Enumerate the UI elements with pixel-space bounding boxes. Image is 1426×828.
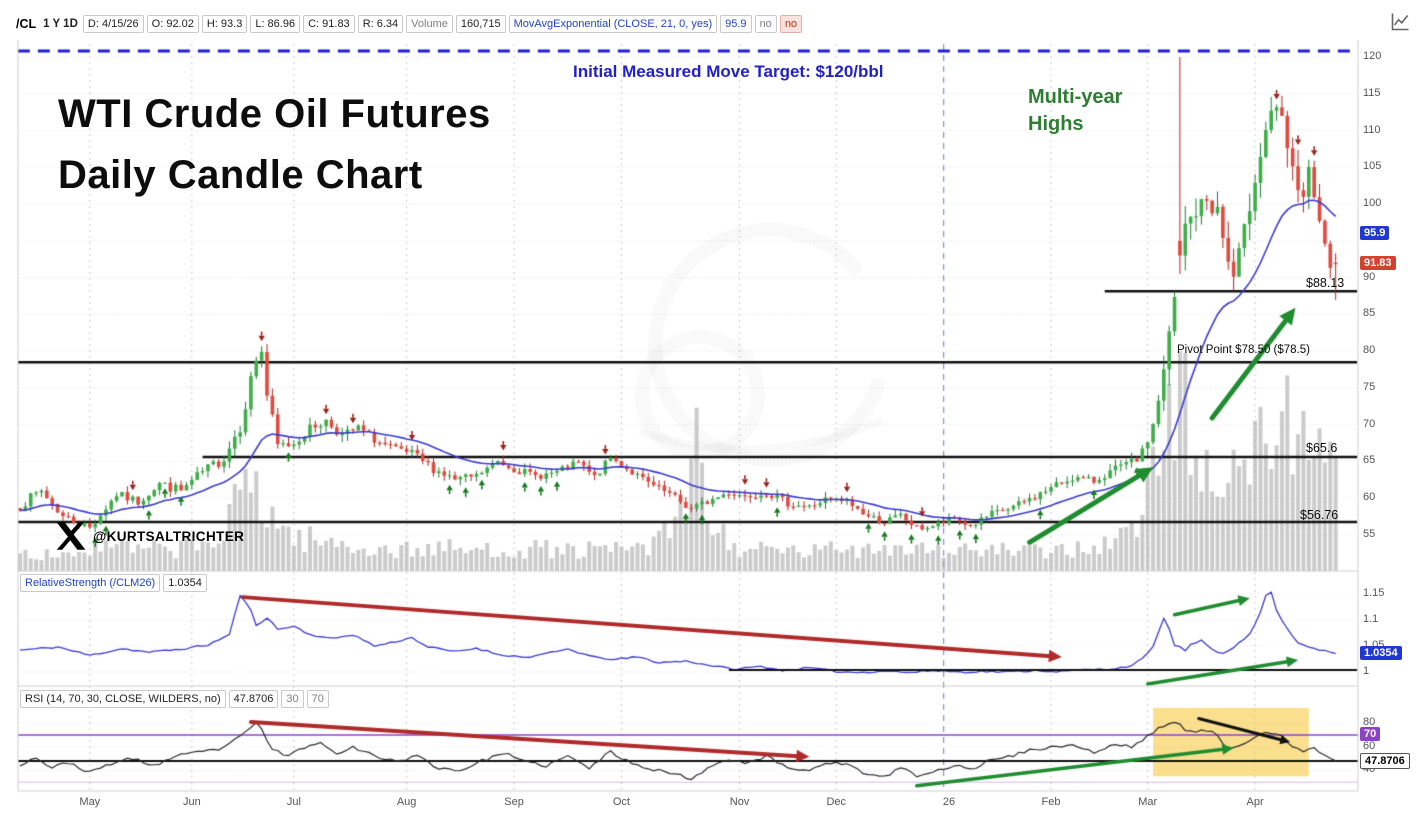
rsi-tick-label: 80 xyxy=(1363,716,1376,729)
price-tick-label: 70 xyxy=(1363,417,1376,430)
price-tick-label: 105 xyxy=(1363,160,1382,173)
chart-settings-icon[interactable] xyxy=(1390,12,1410,37)
toolbar-item[interactable]: no xyxy=(779,15,803,33)
rs-panel-header: RelativeStrength (/CLM26) 1.0354 xyxy=(20,574,207,592)
rsi-study-label[interactable]: RSI (14, 70, 30, CLOSE, WILDERS, no) xyxy=(20,690,226,708)
toolbar-item[interactable]: H: 93.3 xyxy=(201,15,248,33)
price-tick-label: 65 xyxy=(1363,454,1376,467)
toolbar-item[interactable]: D: 4/15/26 xyxy=(82,15,144,33)
price-tick-label: 110 xyxy=(1363,123,1381,136)
price-tick-label: 55 xyxy=(1363,527,1376,540)
relative-strength-panel[interactable] xyxy=(18,571,1358,686)
month-label: 26 xyxy=(942,796,956,808)
multiyear-highs-label-line2: Highs xyxy=(1028,113,1084,135)
rsi-axis-badge: 70 xyxy=(1360,727,1381,741)
toolbar-item[interactable]: C: 91.83 xyxy=(303,15,355,33)
toolbar-item[interactable]: no xyxy=(754,15,777,33)
multiyear-highs-label-line1: Multi-year xyxy=(1028,86,1123,108)
month-label: May xyxy=(79,796,101,808)
month-label: Aug xyxy=(396,796,417,808)
month-label: Mar xyxy=(1138,796,1158,808)
toolbar-item[interactable]: MovAvgExponential (CLOSE, 21, 0, yes) xyxy=(508,15,718,33)
toolbar-item[interactable]: Volume xyxy=(406,15,453,33)
author-handle-text: @KURTSALTRICHTER xyxy=(93,528,245,544)
month-label: Oct xyxy=(612,796,630,808)
price-axis[interactable] xyxy=(1358,40,1426,791)
chart-title-line1: WTI Crude Oil Futures xyxy=(58,92,491,136)
month-label: Nov xyxy=(729,796,750,808)
level-label-8813: $88.13 xyxy=(1306,276,1345,290)
rsi-panel-header: RSI (14, 70, 30, CLOSE, WILDERS, no) 47.… xyxy=(20,690,329,708)
price-tick-label: 120 xyxy=(1363,50,1382,62)
author-watermark: @KURTSALTRICHTER xyxy=(56,522,244,550)
price-axis-badge: 91.83 xyxy=(1360,256,1396,271)
toolbar-item[interactable]: 1 Y 1D xyxy=(43,18,78,30)
toolbar-item[interactable]: R: 6.34 xyxy=(357,15,404,33)
rs-tick-label: 1.15 xyxy=(1363,587,1385,599)
chart-header-toolbar: /CL 1 Y 1D D: 4/15/26 O: 92.02 H: 93.3 L: 86.… xyxy=(16,15,803,33)
rsi-tick-label: 60 xyxy=(1363,739,1376,752)
rs-tick-label: 1.1 xyxy=(1363,613,1379,625)
month-label: Dec xyxy=(826,796,847,808)
month-label: Feb xyxy=(1041,796,1061,808)
rsi-axis-badge: 47.8706 xyxy=(1360,753,1410,770)
level-label-656: $65.6 xyxy=(1306,441,1338,455)
month-label: Apr xyxy=(1246,796,1264,808)
x-logo-icon xyxy=(56,522,86,550)
month-label: Sep xyxy=(504,796,524,808)
rs-tick-label: 1 xyxy=(1363,665,1370,677)
price-tick-label: 80 xyxy=(1363,344,1376,357)
rs-study-value: 1.0354 xyxy=(163,574,207,592)
level-label-5676: $56.76 xyxy=(1300,508,1339,522)
month-label: Jul xyxy=(286,796,301,808)
rsi-study-value: 47.8706 xyxy=(228,690,279,708)
price-axis-badge: 95.9 xyxy=(1360,226,1390,241)
price-tick-label: 75 xyxy=(1363,380,1376,393)
pivot-point-label: Pivot Point $78.50 ($78.5) xyxy=(1177,344,1310,356)
rsi-param-70: 70 xyxy=(306,690,329,708)
measured-move-target-label: Initial Measured Move Target: $120/bbl xyxy=(573,62,884,81)
toolbar-item[interactable]: 160,715 xyxy=(455,15,506,33)
chart-title-line2: Daily Candle Chart xyxy=(58,153,423,197)
toolbar-item[interactable]: 95.9 xyxy=(720,15,752,33)
price-tick-label: 85 xyxy=(1363,307,1376,320)
month-label: Jun xyxy=(182,796,201,808)
toolbar-item[interactable]: /CL xyxy=(16,17,37,31)
rs-axis-badge: 1.0354 xyxy=(1360,645,1402,660)
rsi-param-30: 30 xyxy=(281,690,304,708)
price-tick-label: 115 xyxy=(1363,86,1381,99)
rs-study-label[interactable]: RelativeStrength (/CLM26) xyxy=(20,574,161,592)
price-tick-label: 100 xyxy=(1363,197,1382,210)
price-tick-label: 90 xyxy=(1363,270,1376,283)
toolbar-item[interactable]: O: 92.02 xyxy=(146,15,199,33)
price-tick-label: 60 xyxy=(1363,491,1376,504)
toolbar-item[interactable]: L: 86.96 xyxy=(250,15,301,33)
